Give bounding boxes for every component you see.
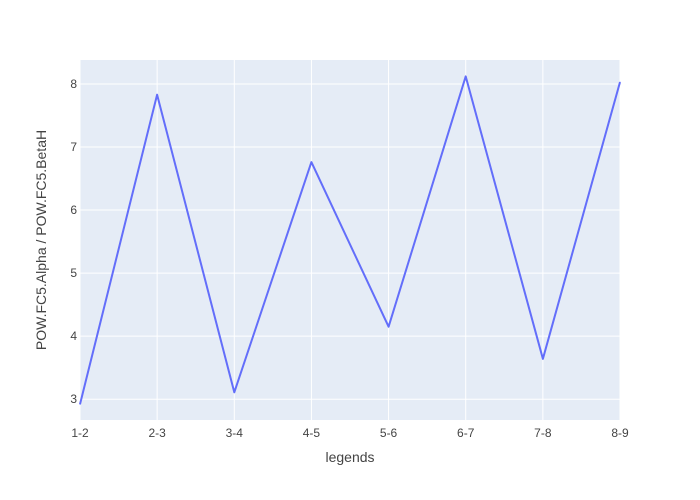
x-tick-label: 5-6	[380, 426, 398, 440]
x-axis-title: legends	[325, 449, 374, 465]
x-tick-label: 4-5	[303, 426, 321, 440]
data-point	[388, 326, 390, 328]
y-axis-title: POW.FC5.Alpha / POW.FC5.BetaH	[33, 130, 49, 350]
x-tick-label: 3-4	[226, 426, 244, 440]
x-tick-label: 1-2	[71, 426, 89, 440]
series-line	[79, 75, 621, 405]
x-tick-label: 8-9	[611, 426, 629, 440]
data-point	[156, 94, 158, 96]
data-point	[619, 81, 621, 83]
y-tick-label: 7	[70, 140, 77, 154]
y-axis-ticks: 3 4 5 6 7 8	[70, 77, 77, 406]
plot-area	[80, 60, 620, 420]
y-tick-label: 4	[70, 329, 77, 343]
x-axis-ticks: 1-2 2-3 3-4 4-5 5-6 6-7 7-8 8-9	[71, 426, 629, 440]
data-point	[79, 403, 81, 405]
y-tick-label: 8	[70, 77, 77, 91]
data-point	[310, 161, 312, 163]
data-point	[542, 358, 544, 360]
x-tick-label: 2-3	[148, 426, 166, 440]
y-tick-label: 6	[70, 203, 77, 217]
x-tick-label: 7-8	[534, 426, 552, 440]
data-point	[233, 391, 235, 393]
y-tick-label: 5	[70, 266, 77, 280]
x-tick-label: 6-7	[457, 426, 475, 440]
series-layer	[79, 75, 621, 405]
data-point	[465, 75, 467, 77]
grid-lines	[79, 60, 621, 420]
y-tick-label: 3	[70, 392, 77, 406]
